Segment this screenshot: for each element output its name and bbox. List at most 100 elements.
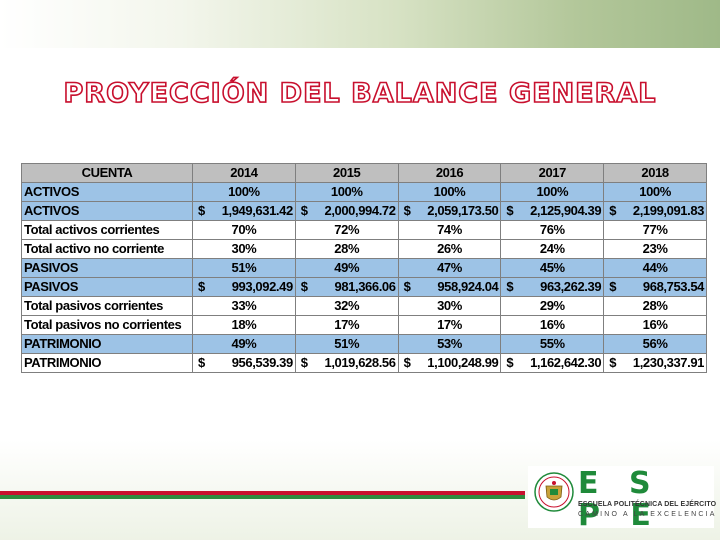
money-cell: $993,092.49 [192,277,296,297]
percent-cell: 28% [294,239,399,259]
table-header-row: CUENTA 2014 2015 2016 2017 2018 [21,163,707,183]
currency-symbol: $ [403,279,411,294]
percent-cell: 51% [192,258,296,278]
percent-cell: 24% [500,239,605,259]
currency-symbol: $ [506,203,514,218]
money-cell: $2,059,173.50 [397,201,502,221]
percent-cell: 30% [192,239,296,259]
table-row: PATRIMONIO 49% 51% 53% 55% 56% [21,334,707,354]
money-cell: $958,924.04 [397,277,502,297]
currency-symbol: $ [300,355,308,370]
percent-cell: 100% [192,182,296,202]
money-cell: $1,019,628.56 [294,353,399,373]
espe-tagline: CAMINO A LA EXCELENCIA [578,511,717,518]
money-value: 963,262.39 [540,279,602,294]
money-value: 968,753.54 [642,279,704,294]
percent-cell: 49% [294,258,399,278]
header-year: 2016 [397,163,502,183]
green-stripe [0,495,525,499]
row-label: Total pasivos no corrientes [21,315,193,335]
money-cell: $1,949,631.42 [192,201,296,221]
money-cell: $1,230,337.91 [603,353,707,373]
balance-table: CUENTA 2014 2015 2016 2017 2018 ACTIVOS 1… [21,163,707,373]
table-row: Total pasivos no corrientes 18% 17% 17% 16% 1… [21,315,707,335]
university-seal-icon [534,472,574,512]
header-year: 2015 [294,163,399,183]
header-cuenta: CUENTA [21,163,193,183]
row-label: Total activos corrientes [21,220,193,240]
header-year: 2017 [500,163,605,183]
percent-cell: 29% [500,296,605,316]
percent-cell: 45% [500,258,605,278]
row-label: Total activo no corriente [21,239,193,259]
page-title: PROYECCIÓN DEL BALANCE GENERAL [63,77,657,110]
row-label: PATRIMONIO [21,334,193,354]
percent-cell: 32% [294,296,399,316]
money-cell: $1,162,642.30 [500,353,605,373]
money-value: 1,230,337.91 [632,355,705,370]
currency-symbol: $ [198,355,205,370]
currency-symbol: $ [198,203,205,218]
row-label: ACTIVOS [21,182,193,202]
percent-cell: 100% [397,182,502,202]
money-value: 981,366.06 [334,279,396,294]
money-cell: $2,000,994.72 [294,201,399,221]
table-row: ACTIVOS $1,949,631.42 $2,000,994.72 $2,059,… [21,201,707,221]
percent-cell: 30% [397,296,502,316]
percent-cell: 51% [294,334,399,354]
table-row: ACTIVOS 100% 100% 100% 100% 100% [21,182,707,202]
table-row: Total pasivos corrientes 33% 32% 30% 29% 28% [21,296,707,316]
percent-cell: 33% [192,296,296,316]
currency-symbol: $ [609,203,617,218]
top-gradient-band [0,0,720,48]
percent-cell: 28% [603,296,707,316]
percent-cell: 74% [397,220,502,240]
espe-wordmark: E S P E [578,466,661,533]
table-row: PATRIMONIO $956,539.39 $1,019,628.56 $1,100… [21,353,707,373]
money-cell: $963,262.39 [500,277,605,297]
money-value: 993,092.49 [231,279,293,294]
currency-symbol: $ [609,279,617,294]
percent-cell: 55% [500,334,605,354]
espe-logo: E S P E ESCUELA POLITÉCNICA DEL EJÉRCITO… [528,466,717,532]
money-value: 1,949,631.42 [221,203,294,218]
currency-symbol: $ [506,279,514,294]
money-value: 958,924.04 [437,279,499,294]
table-body: ACTIVOS 100% 100% 100% 100% 100% ACTIVOS $1,949… [21,182,707,373]
table-row: Total activos corrientes 70% 72% 74% 76% 77% [21,220,707,240]
money-cell: $981,366.06 [294,277,399,297]
percent-cell: 100% [294,182,399,202]
currency-symbol: $ [403,203,411,218]
percent-cell: 47% [397,258,502,278]
percent-cell: 77% [603,220,707,240]
percent-cell: 16% [500,315,605,335]
money-value: 2,000,994.72 [324,203,396,218]
row-label: Total pasivos corrientes [21,296,193,316]
money-cell: $2,199,091.83 [603,201,707,221]
money-cell: $1,100,248.99 [397,353,502,373]
percent-cell: 70% [192,220,296,240]
money-value: 956,539.39 [231,355,293,370]
percent-cell: 23% [603,239,707,259]
currency-symbol: $ [506,355,514,370]
money-cell: $956,539.39 [192,353,296,373]
red-stripe [0,491,525,495]
percent-cell: 72% [294,220,399,240]
currency-symbol: $ [300,203,308,218]
currency-symbol: $ [300,279,308,294]
row-label: ACTIVOS [21,201,193,221]
percent-cell: 100% [500,182,605,202]
percent-cell: 53% [397,334,502,354]
espe-subtitle: ESCUELA POLITÉCNICA DEL EJÉRCITO [578,501,717,508]
percent-cell: 16% [603,315,707,335]
money-value: 2,059,173.50 [427,203,499,218]
percent-cell: 17% [397,315,502,335]
percent-cell: 44% [603,258,707,278]
percent-cell: 18% [192,315,296,335]
table-row: Total activo no corriente 30% 28% 26% 24% 23% [21,239,707,259]
table-row: PASIVOS 51% 49% 47% 45% 44% [21,258,707,278]
percent-cell: 49% [192,334,296,354]
percent-cell: 56% [603,334,707,354]
header-year: 2014 [192,163,296,183]
percent-cell: 76% [500,220,605,240]
